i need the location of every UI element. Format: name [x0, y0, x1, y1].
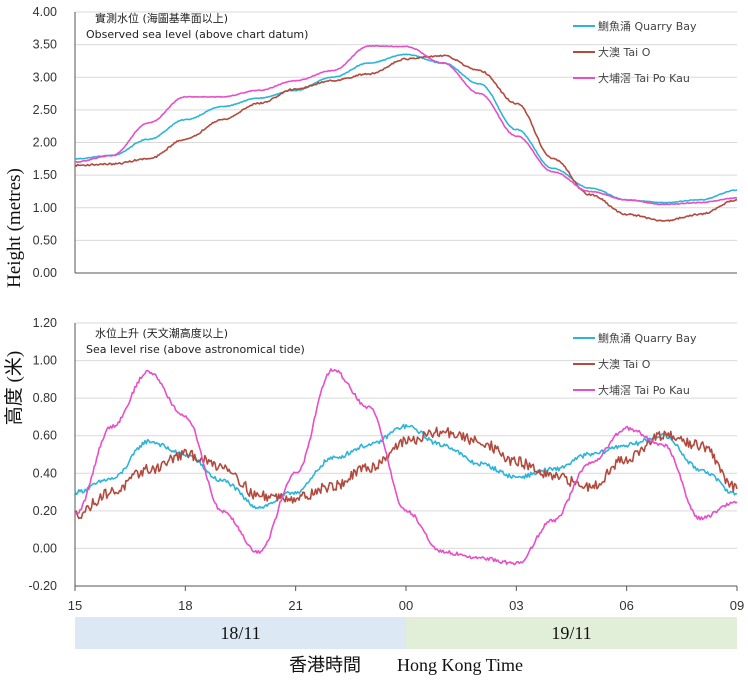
- legend-label: 大埔滘 Tai Po Kau: [598, 71, 690, 85]
- chart-panel-1: 0.00 0.50 1.00 1.50 2.00 2.50 3.00 3.50 4.00 實測水位…: [4, 5, 738, 288]
- y-axis-label: 高度 (米): [3, 351, 25, 425]
- x-tick-label: 21: [288, 598, 302, 613]
- chart-title: 水位上升 (天文潮高度以上): [95, 326, 228, 340]
- x-tick-label: 15: [68, 598, 82, 613]
- y-tick-label: 0.00: [33, 266, 57, 280]
- legend-label: 大埔滘 Tai Po Kau: [598, 383, 690, 397]
- series-line-2: [74, 426, 738, 520]
- y-tick-label: 0.50: [33, 233, 57, 247]
- y-tick-label: 0.80: [33, 391, 57, 405]
- y-tick-label: 1.00: [33, 201, 57, 215]
- chart-subtitle: Sea level rise (above astronomical tide): [86, 343, 305, 356]
- y-tick-label: 1.20: [33, 316, 57, 330]
- date-bands: 18/11 19/11: [75, 617, 737, 649]
- y-tick-label: 0.20: [33, 504, 57, 518]
- y-tick-label: 1.00: [33, 354, 57, 368]
- legend: 鰂魚涌 Quarry Bay 大澳 Tai O 大埔滘 Tai Po Kau: [573, 19, 697, 85]
- y-tick-label: 0.60: [33, 429, 57, 443]
- date-band: [75, 617, 406, 649]
- series-line-3: [74, 44, 738, 206]
- legend-label: 大澳 Tai O: [598, 45, 651, 59]
- y-axis-label: Height (metres): [4, 168, 25, 288]
- series-line-1: [74, 423, 738, 510]
- legend-label: 鰂魚涌 Quarry Bay: [598, 331, 697, 345]
- y-tick-label: 2.50: [33, 103, 57, 117]
- y-tick-label: -0.20: [29, 579, 58, 593]
- legend-label: 鰂魚涌 Quarry Bay: [598, 19, 697, 33]
- chart-subtitle: Observed sea level (above chart datum): [86, 28, 308, 41]
- x-tick-label: 09: [730, 598, 744, 613]
- date-band-label: 18/11: [220, 623, 260, 643]
- x-tick-label: 03: [509, 598, 523, 613]
- y-tick-label: 0.40: [33, 466, 57, 480]
- chart-title: 實測水位 (海圖基準面以上): [95, 11, 228, 25]
- series-line-3: [74, 368, 738, 566]
- date-band: [406, 617, 737, 649]
- x-tick-label: 06: [619, 598, 633, 613]
- y-tick-label: 4.00: [33, 5, 57, 19]
- x-axis: 15 18 21 00 03 06 09: [68, 586, 744, 613]
- x-tick-label: 00: [399, 598, 413, 613]
- legend: 鰂魚涌 Quarry Bay 大澳 Tai O 大埔滘 Tai Po Kau: [573, 331, 697, 397]
- x-axis-title: 香港時間 Hong Kong Time: [289, 655, 523, 675]
- y-tick-label: 2.00: [33, 136, 57, 150]
- legend-label: 大澳 Tai O: [598, 357, 651, 371]
- chart-panel-2: -0.20 0.00 0.20 0.40 0.60 0.80 1.00 1.20 水位上升 (天…: [3, 316, 738, 593]
- y-tick-label: 3.50: [33, 38, 57, 52]
- series-line-2: [74, 54, 738, 222]
- y-tick-label: 3.00: [33, 70, 57, 84]
- y-tick-label: 1.50: [33, 168, 57, 182]
- y-tick-label: 0.00: [33, 541, 57, 555]
- x-tick-label: 18: [178, 598, 192, 613]
- date-band-label: 19/11: [551, 623, 591, 643]
